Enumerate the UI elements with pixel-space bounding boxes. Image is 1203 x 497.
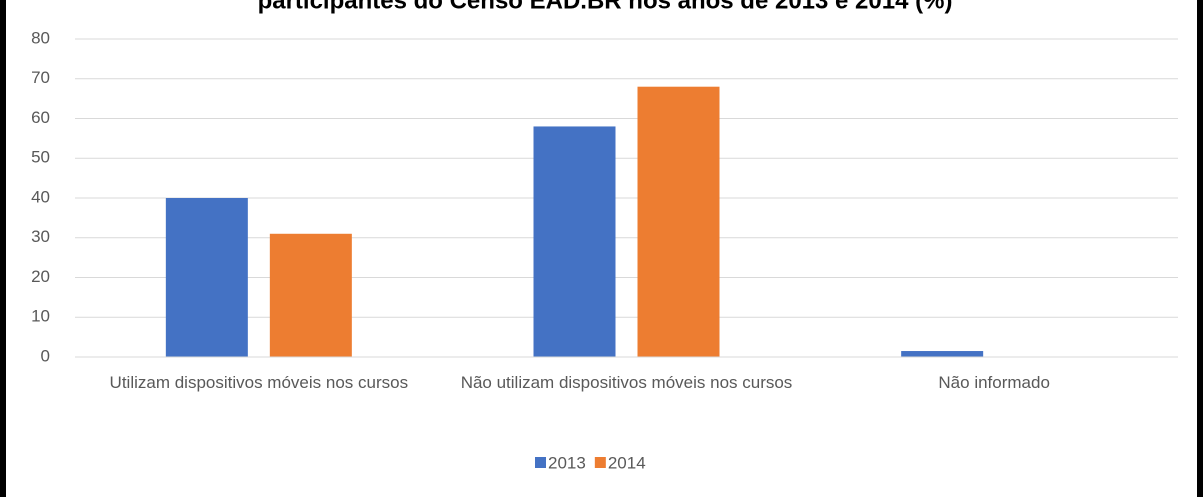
- bar: [165, 198, 248, 357]
- y-tick-label: 40: [31, 187, 50, 206]
- x-tick-label: Não informado: [938, 373, 1050, 392]
- x-tick-label: Não utilizam dispositivos móveis nos cur…: [461, 373, 793, 392]
- x-tick-label: Utilizam dispositivos móveis nos cursos: [110, 373, 409, 392]
- bar: [269, 233, 352, 357]
- y-tick-label: 0: [41, 346, 50, 365]
- frame-right: [1197, 0, 1203, 497]
- y-tick-label: 50: [31, 148, 50, 167]
- chart-title: participantes do Censo EAD.BR nos anos d…: [258, 0, 953, 14]
- y-tick-label: 60: [31, 108, 50, 127]
- bar: [901, 351, 984, 357]
- frame-left: [0, 0, 6, 497]
- legend-label: 2014: [608, 453, 646, 472]
- legend-swatch: [594, 457, 606, 468]
- y-tick-label: 70: [31, 68, 50, 87]
- y-tick-label: 20: [31, 267, 50, 286]
- bar: [637, 86, 720, 357]
- y-tick-label: 10: [31, 307, 50, 326]
- y-tick-label: 30: [31, 227, 50, 246]
- legend-label: 2013: [548, 453, 586, 472]
- y-tick-label: 80: [31, 28, 50, 47]
- bar: [533, 126, 616, 357]
- legend-swatch: [535, 457, 546, 468]
